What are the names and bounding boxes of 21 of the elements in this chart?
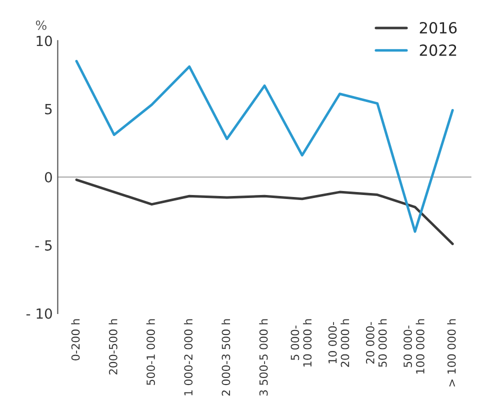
- line-series: [75, 178, 454, 246]
- y-axis-title: %: [36, 20, 46, 30]
- y-tick-label: 5: [45, 104, 52, 114]
- x-tick-label: 50 000- 100 000 h: [404, 319, 424, 374]
- y-tick-label: - 5: [35, 240, 52, 251]
- x-tick-label: > 100 000 h: [447, 319, 456, 386]
- x-tick-label: 2 000-3 500 h: [222, 319, 230, 396]
- y-tick-label: 0: [44, 172, 52, 183]
- x-tick-label: 1 000-2 000 h: [184, 319, 193, 396]
- x-tick-label: 5 000- 10 000 h: [290, 319, 312, 366]
- x-tick-label: 3 500-5 000 h: [259, 319, 268, 396]
- x-tick-label: 200-500 h: [108, 319, 118, 374]
- y-tick-label: 10: [36, 36, 52, 46]
- x-tick-label: 500-1 000 h: [146, 319, 155, 385]
- y-tick-label: - 10: [26, 308, 52, 319]
- legend-label: 2016: [420, 22, 457, 34]
- x-tick-label: 0-200 h: [71, 319, 80, 360]
- line-series: [75, 60, 454, 233]
- x-tick-label: 10 000- 20 000 h: [328, 319, 350, 367]
- x-tick-label: 20 000- 50 000 h: [366, 319, 387, 367]
- legend-label: 2022: [420, 44, 456, 56]
